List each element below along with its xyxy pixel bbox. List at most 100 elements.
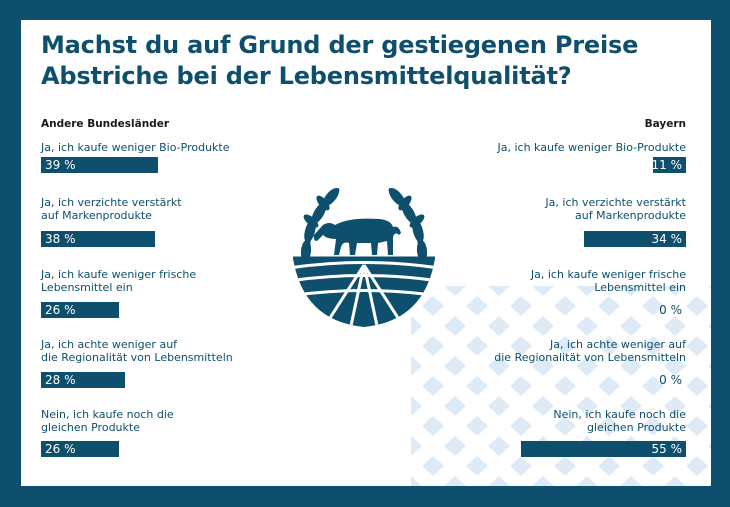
pattern-diamond	[598, 456, 620, 476]
pattern-diamond	[664, 476, 686, 486]
andere-category-label: Nein, ich kaufe noch die gleichen Produkt…	[41, 408, 301, 434]
andere-category-label: Ja, ich achte weniger auf die Regionalitä…	[41, 338, 301, 364]
andere-bar	[41, 441, 119, 457]
pattern-diamond	[620, 316, 642, 336]
title-line-1: Machst du auf Grund der gestiegenen Prei…	[41, 31, 639, 59]
category-label-line: Lebensmittel ein	[41, 281, 133, 294]
bayern-category-label: Nein, ich kaufe noch die gleichen Produkt…	[426, 408, 686, 434]
pattern-diamond	[411, 476, 422, 486]
pattern-diamond	[642, 296, 664, 316]
andere-category-label: Ja, ich verzichte verstärkt auf Markenpro…	[41, 196, 301, 222]
pattern-diamond	[598, 336, 620, 356]
andere-bar	[41, 372, 125, 388]
bayern-category-label: Ja, ich verzichte verstärkt auf Markenpro…	[426, 196, 686, 222]
pattern-diamond	[532, 396, 554, 416]
andere-bar	[41, 231, 155, 247]
pattern-diamond	[411, 316, 422, 336]
pattern-diamond	[554, 416, 576, 436]
bayern-bar	[584, 231, 686, 247]
pattern-diamond	[510, 456, 532, 476]
andere-value-label: 28 %	[45, 373, 76, 387]
andere-bar	[41, 157, 158, 173]
bayern-bar	[653, 157, 686, 173]
category-label-line: Ja, ich kaufe weniger Bio-Produkte	[497, 141, 687, 154]
pattern-diamond	[708, 323, 711, 329]
category-label-line: Ja, ich achte weniger auf	[41, 338, 178, 351]
pattern-diamond	[488, 356, 510, 376]
category-label-line: die Regionalität von Lebensmitteln	[41, 351, 233, 364]
pattern-diamond	[510, 376, 532, 396]
category-label-line: die Regionalität von Lebensmitteln	[494, 351, 686, 364]
category-label-line: Nein, ich kaufe noch die	[553, 408, 686, 421]
pattern-diamond	[554, 296, 576, 316]
pattern-diamond	[664, 316, 686, 336]
pattern-diamond	[598, 416, 620, 436]
bayern-bar	[521, 441, 686, 457]
pattern-diamond	[510, 296, 532, 316]
bayern-category-label: Ja, ich kaufe weniger Bio-Produkte	[426, 141, 687, 154]
pattern-diamond	[576, 476, 598, 486]
pattern-diamond	[422, 376, 444, 396]
pattern-diamond	[510, 416, 532, 436]
title-line-2: Abstriche bei der Lebensmittelqualität?	[41, 62, 572, 90]
andere-category-label: Ja, ich kaufe weniger frische Lebensmitte…	[41, 268, 301, 294]
pattern-diamond	[664, 356, 686, 376]
category-label-line: Ja, ich kaufe weniger Bio-Produkte	[41, 141, 230, 154]
category-label-line: Nein, ich kaufe noch die	[41, 408, 174, 421]
pattern-diamond	[620, 286, 642, 296]
pattern-diamond	[686, 336, 708, 356]
bayern-category-label: Ja, ich achte weniger auf die Regionalitä…	[426, 338, 686, 364]
bayern-value-label: 34 %	[651, 232, 683, 246]
category-label-line: Lebensmittel ein	[594, 281, 686, 294]
pattern-diamond	[532, 476, 554, 486]
pattern-diamond	[686, 376, 708, 396]
pattern-diamond	[532, 286, 554, 296]
pattern-diamond	[488, 316, 510, 336]
pattern-diamond	[444, 316, 466, 336]
pattern-diamond	[411, 396, 422, 416]
bayern-value-label: 0 %	[659, 373, 682, 387]
category-label-line: Ja, ich verzichte verstärkt	[545, 196, 686, 209]
pattern-diamond	[642, 336, 664, 356]
bayern-value-label: 0 %	[659, 303, 682, 317]
pattern-diamond	[642, 376, 664, 396]
pattern-diamond	[664, 286, 686, 296]
pattern-diamond	[466, 376, 488, 396]
pattern-diamond	[466, 296, 488, 316]
pattern-diamond	[708, 403, 711, 409]
pattern-diamond	[620, 476, 642, 486]
pattern-diamond	[444, 396, 466, 416]
chart-card: Machst du auf Grund der gestiegenen Prei…	[21, 20, 711, 486]
pattern-diamond	[708, 363, 711, 369]
pattern-diamond	[422, 336, 444, 356]
pattern-diamond	[576, 396, 598, 416]
pattern-diamond	[466, 416, 488, 436]
pattern-diamond	[576, 356, 598, 376]
bayern-category-label: Ja, ich kaufe weniger frische Lebensmitte…	[426, 268, 686, 294]
andere-value-label: 26 %	[45, 442, 76, 456]
bavarian-diamond-pattern	[411, 286, 711, 486]
panel-title-bayern: Bayern	[644, 118, 686, 130]
pattern-diamond	[422, 296, 444, 316]
pattern-diamond	[510, 336, 532, 356]
category-label-line: Ja, ich kaufe weniger frische	[530, 268, 686, 281]
pattern-diamond	[598, 376, 620, 396]
pattern-diamond	[708, 483, 711, 486]
pattern-diamond	[444, 476, 466, 486]
andere-bar	[41, 302, 119, 318]
pattern-diamond	[444, 286, 466, 296]
pattern-diamond	[686, 416, 708, 436]
pattern-diamond	[642, 456, 664, 476]
category-label-line: auf Markenprodukte	[41, 209, 152, 222]
pattern-diamond	[686, 456, 708, 476]
bayern-value-label: 55 %	[651, 442, 683, 456]
pattern-diamond	[488, 286, 510, 296]
category-label-line: Ja, ich kaufe weniger frische	[41, 268, 197, 281]
category-label-line: gleichen Produkte	[41, 421, 140, 434]
pattern-diamond	[620, 396, 642, 416]
farm-cow-wreath-icon	[293, 187, 435, 327]
category-label-line: gleichen Produkte	[587, 421, 686, 434]
pattern-diamond	[422, 416, 444, 436]
pattern-diamond	[708, 443, 711, 449]
pattern-diamond	[554, 456, 576, 476]
